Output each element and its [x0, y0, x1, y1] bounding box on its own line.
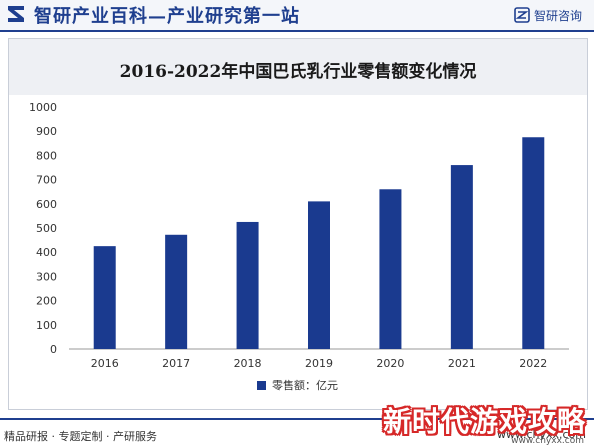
x-tick-label: 2019 [305, 357, 333, 370]
page-header: 智研产业百科—产业研究第一站 智研咨询 [0, 0, 594, 30]
site-title: 智研产业百科—产业研究第一站 [34, 6, 300, 27]
brand-name: 智研咨询 [533, 8, 582, 23]
y-tick-label: 100 [36, 319, 57, 332]
x-tick-label: 2021 [448, 357, 476, 370]
bar-2018 [236, 221, 259, 349]
y-tick-label: 800 [36, 149, 57, 162]
y-tick-label: 700 [36, 174, 57, 187]
bar-2022 [522, 137, 545, 349]
y-tick-label: 600 [36, 198, 57, 211]
x-tick-label: 2022 [519, 357, 547, 370]
zhiyan-logo-icon [8, 6, 24, 22]
bar-2021 [450, 165, 473, 349]
legend-swatch [257, 381, 266, 390]
brand-badge[interactable]: 智研咨询 [514, 6, 582, 24]
footer-divider [0, 418, 594, 420]
y-tick-label: 0 [50, 343, 57, 356]
y-tick-label: 300 [36, 270, 57, 283]
bar-2017 [165, 234, 188, 349]
watermark-brand: 新时代游戏攻略 [382, 405, 586, 438]
bar-2016 [93, 246, 116, 349]
y-tick-label: 400 [36, 246, 57, 259]
header-divider [0, 30, 594, 32]
x-tick-label: 2018 [234, 357, 262, 370]
bar-chart: 0 100 200 300 400 500 600 700 800 900 1000 2016 2017… [29, 101, 569, 392]
zhiyan-brand-icon [514, 7, 530, 23]
legend-label: 零售额：亿元 [272, 378, 338, 392]
bar-2019 [308, 201, 330, 349]
bar-2020 [379, 189, 402, 349]
chart-panel: 2016-2022年中国巴氏乳行业零售额变化情况 0 100 200 300 400 50… [8, 38, 588, 410]
footer-tagline: 精品研报 · 专题定制 · 产研服务 [4, 430, 157, 443]
footer-url[interactable]: www.chyxx.com [496, 428, 586, 441]
x-tick-label: 2016 [91, 357, 119, 370]
y-tick-label: 200 [36, 295, 57, 308]
watermark-url: www.chyxx.com [511, 436, 584, 446]
y-tick-label: 900 [36, 125, 57, 138]
chart-title-band [9, 39, 587, 95]
chart-title: 2016-2022年中国巴氏乳行业零售额变化情况 [119, 62, 477, 82]
x-tick-label: 2020 [376, 357, 404, 370]
y-tick-label: 500 [36, 222, 57, 235]
x-tick-label: 2017 [162, 357, 190, 370]
y-tick-label: 1000 [29, 101, 57, 114]
